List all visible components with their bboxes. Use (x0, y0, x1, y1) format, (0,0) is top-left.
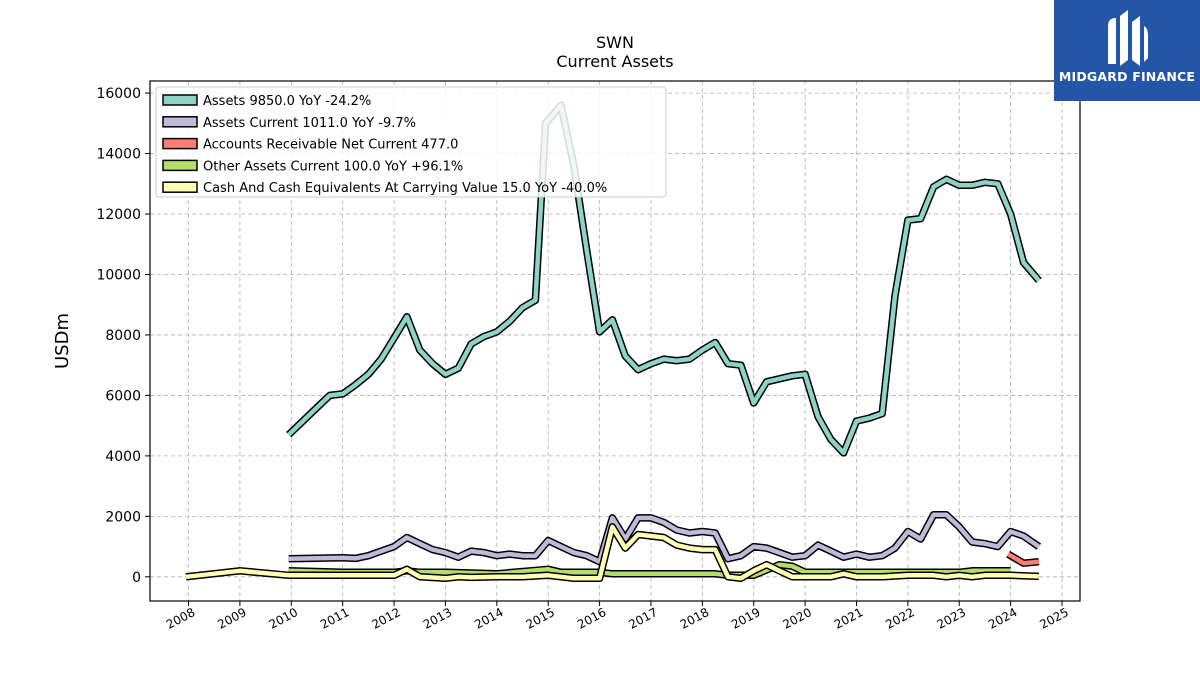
logo-text: MIDGARD FINANCE (1058, 69, 1196, 84)
chart-subtitle: Current Assets (556, 52, 673, 71)
series-line-1 (288, 511, 1042, 566)
y-tick-label: 12000 (96, 207, 141, 223)
x-tick-label: 2014 (472, 605, 506, 632)
legend-swatch (162, 137, 198, 150)
y-tick-label: 14000 (96, 147, 141, 163)
legend-item-2: Accounts Receivable Net Current 477.0 (162, 137, 458, 153)
y-tick-label: 4000 (105, 449, 141, 465)
x-tick-label: 2012 (369, 605, 403, 632)
y-tick-label: 16000 (96, 86, 141, 102)
legend-label: Other Assets Current 100.0 YoY +96.1% (203, 159, 463, 174)
y-tick-label: 8000 (105, 328, 141, 344)
chart-title: SWN (596, 33, 634, 52)
x-tick-label: 2008 (164, 605, 198, 632)
x-tick-label: 2024 (986, 605, 1020, 632)
x-tick-label: 2010 (267, 605, 301, 632)
legend-label: Accounts Receivable Net Current 477.0 (203, 138, 458, 153)
x-tick-label: 2009 (215, 605, 249, 632)
series-line-2 (1006, 550, 1040, 567)
y-tick-label: 2000 (105, 509, 141, 525)
legend: Assets 9850.0 YoY -24.2% Assets Current 1… (155, 86, 667, 198)
series-layer (185, 101, 1042, 583)
series-stroke (288, 512, 1041, 564)
x-tick-label: 2025 (1037, 605, 1071, 632)
x-tick-label: 2020 (780, 605, 814, 632)
legend-item-1: Assets Current 1011.0 YoY -9.7% (162, 116, 416, 131)
x-tick-label: 2016 (575, 605, 609, 632)
legend-label: Cash And Cash Equivalents At Carrying Va… (203, 181, 607, 196)
series-line-0 (286, 101, 1042, 457)
legend-swatch (162, 181, 198, 193)
y-tick-label: 10000 (96, 267, 141, 283)
series-stroke (1006, 552, 1040, 566)
x-axis: 2008 2009 2010 2011 2012 2013 2014 2015 2016 2017… (164, 601, 1071, 632)
series-line-4 (185, 523, 1040, 583)
x-tick-label: 2022 (883, 605, 917, 632)
plot-area (149, 80, 1081, 602)
x-tick-label: 2018 (678, 605, 712, 632)
x-tick-label: 2023 (935, 605, 969, 632)
series-stroke (185, 524, 1039, 581)
x-tick-label: 2015 (524, 605, 558, 632)
series-stroke (287, 102, 1041, 456)
y-axis: 0 2000 4000 6000 8000 10000 12000 14000 16000 (96, 86, 150, 586)
x-tick-label: 2013 (421, 605, 455, 632)
x-tick-label: 2019 (729, 605, 763, 632)
legend-label: Assets 9850.0 YoY -24.2% (203, 94, 371, 109)
midgard-finance-logo: MIDGARD FINANCE (1054, 0, 1200, 101)
legend-label: Assets Current 1011.0 YoY -9.7% (203, 116, 416, 131)
y-axis-label: USDm (52, 313, 73, 369)
x-tick-label: 2017 (626, 605, 660, 632)
x-tick-label: 2021 (832, 605, 866, 632)
y-tick-label: 6000 (105, 388, 141, 404)
legend-frame (155, 86, 667, 198)
legend-item-4: Cash And Cash Equivalents At Carrying Va… (162, 181, 607, 196)
y-tick-label: 0 (132, 570, 141, 586)
legend-item-0: Assets 9850.0 YoY -24.2% (162, 94, 371, 109)
legend-swatch (162, 94, 198, 106)
legend-item-3: Other Assets Current 100.0 YoY +96.1% (162, 159, 463, 174)
legend-swatch (162, 116, 198, 128)
legend-swatch (162, 159, 198, 172)
midgard-logo-icon (1108, 10, 1148, 66)
x-tick-label: 2011 (318, 605, 352, 632)
